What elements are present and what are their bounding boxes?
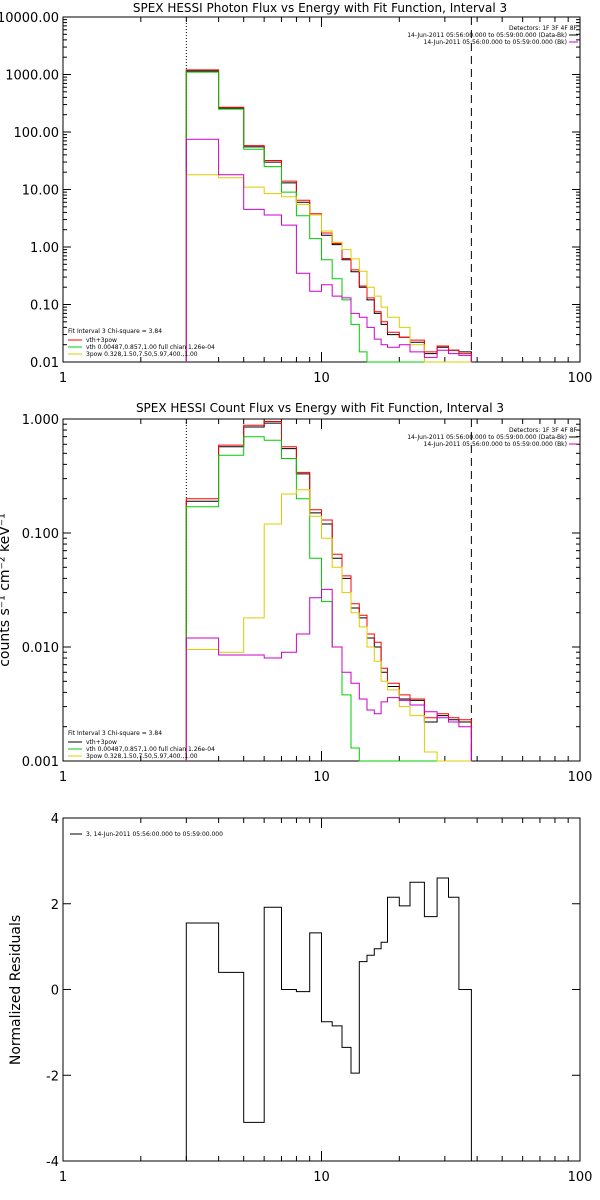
residuals-x-tick-label: 100 — [568, 1170, 593, 1185]
photon-y-tick-label: 1.00 — [30, 241, 59, 256]
photon-x-tick-label: 1 — [59, 371, 67, 386]
count-vth-label: vth 0.00487,0.857,1.00 full chian 1.26e-… — [86, 746, 215, 753]
photon-fit-label: vth+3pow — [86, 337, 117, 344]
photon-y-tick-label: 0.01 — [30, 356, 59, 371]
photon-x-ticks: 1 10 100 — [59, 17, 593, 386]
count-y-tick-label: 0.001 — [22, 755, 59, 770]
photon-detectors-label: Detectors: 1F 3F 4F 8F — [509, 25, 578, 32]
residuals-series — [185, 877, 472, 1161]
count-fit-interval-label: Fit Interval 3 Chi-square = 3.84 — [68, 730, 162, 737]
photon-vth-label: vth 0.00487,0.857,1.00 full chian 1.26e-… — [86, 344, 215, 351]
count-fit-label: vth+3pow — [86, 739, 117, 746]
photon-series — [185, 69, 472, 363]
count-series-2 — [185, 436, 472, 762]
count-y-tick-label: 0.010 — [22, 641, 59, 656]
count-series-4 — [185, 588, 472, 761]
count-chart-title: SPEX HESSI Count Flux vs Energy with Fit… — [136, 401, 504, 415]
count-y-axis-label: counts s⁻¹ cm⁻² keV⁻¹ — [0, 513, 13, 667]
photon-legend-info: Detectors: 1F 3F 4F 8F 14-Jun-2011 05:56… — [407, 25, 578, 46]
count-x-tick-label: 100 — [568, 770, 593, 785]
photon-series-3 — [185, 174, 472, 363]
count-bk-interval-label: 14-Jun-2011 05:56:00.000 to 05:59:00.000… — [424, 441, 567, 448]
residuals-panel: 4 2 0 -2 -4 1 10 100 3, 14-Jun-2011 05:56:00.0… — [8, 812, 592, 1185]
residuals-y-tick-label: 2 — [51, 898, 59, 913]
count-detectors-label: Detectors: 1F 3F 4F 8F — [509, 427, 578, 434]
count-series-0 — [185, 422, 472, 761]
count-series — [185, 421, 472, 762]
photon-series-4 — [185, 138, 472, 362]
photon-fit-interval-label: Fit Interval 3 Chi-square = 3.84 — [68, 328, 162, 335]
photon-chart-title: SPEX HESSI Photon Flux vs Energy with Fi… — [133, 1, 507, 15]
residuals-legend: 3, 14-Jun-2011 05:56:00.000 to 05:59:00.… — [70, 831, 223, 838]
photon-x-tick-label: 10 — [313, 371, 330, 386]
photon-y-tick-label: 10.00 — [22, 184, 59, 199]
photon-data-interval-label: 14-Jun-2011 05:56:00.000 to 05:59:00.000… — [407, 32, 567, 39]
residuals-y-ticks: 4 2 0 -2 -4 — [46, 812, 580, 1170]
count-x-ticks: 1 10 100 — [59, 419, 593, 785]
count-y-tick-label: 0.100 — [22, 527, 59, 542]
residuals-series-0 — [185, 877, 472, 1161]
photon-y-tick-label: 10000.00 — [0, 11, 59, 26]
count-legend-info: Detectors: 1F 3F 4F 8F 14-Jun-2011 05:56… — [407, 427, 578, 448]
photon-y-tick-label: 0.10 — [30, 299, 59, 314]
residuals-y-tick-label: -2 — [46, 1069, 59, 1084]
residuals-y-axis-label: Normalized Residuals — [8, 915, 24, 1065]
count-x-tick-label: 10 — [313, 770, 330, 785]
photon-y-tick-label: 1000.00 — [5, 69, 59, 84]
photon-flux-panel: SPEX HESSI Photon Flux vs Energy with Fi… — [0, 1, 592, 386]
count-markers — [185, 419, 472, 761]
photon-x-tick-label: 100 — [568, 371, 593, 386]
photon-series-2 — [185, 71, 472, 363]
photon-plot-frame — [62, 16, 581, 363]
photon-markers — [185, 17, 472, 362]
count-legend-fit: Fit Interval 3 Chi-square = 3.84 vth+3po… — [68, 730, 215, 760]
photon-legend-fit: Fit Interval 3 Chi-square = 3.84 vth+3po… — [68, 328, 215, 358]
residuals-y-tick-label: -4 — [46, 1155, 59, 1170]
photon-series-0 — [185, 70, 472, 362]
photon-series-1 — [185, 69, 472, 362]
count-flux-panel: SPEX HESSI Count Flux vs Energy with Fit… — [0, 401, 592, 785]
photon-y-ticks: 10000.00 1000.00 100.00 10.00 1.00 0.10 0.01 — [0, 11, 580, 371]
residuals-y-tick-label: 4 — [51, 812, 59, 827]
count-y-ticks: 1.000 0.100 0.010 0.001 — [22, 413, 580, 770]
residuals-x-ticks: 1 10 100 — [59, 818, 593, 1185]
photon-y-tick-label: 100.00 — [14, 126, 60, 141]
count-series-3 — [185, 489, 472, 762]
residuals-legend-label: 3, 14-Jun-2011 05:56:00.000 to 05:59:00.… — [86, 831, 223, 838]
count-x-tick-label: 1 — [59, 770, 67, 785]
count-y-tick-label: 1.000 — [22, 413, 59, 428]
residuals-x-tick-label: 10 — [313, 1170, 330, 1185]
count-data-interval-label: 14-Jun-2011 05:56:00.000 to 05:59:00.000… — [407, 434, 567, 441]
photon-bk-interval-label: 14-Jun-2011 05:56:00.000 to 05:59:00.000… — [424, 39, 567, 46]
photon-3pow-label: 3pow 0.328,1.50,7.50,5.97,400.,1.00 — [86, 351, 198, 358]
count-series-1 — [185, 421, 472, 761]
residuals-x-tick-label: 1 — [59, 1170, 67, 1185]
residuals-y-tick-label: 0 — [51, 984, 59, 999]
count-3pow-label: 3pow 0.328,1.50,7.50,5.97,400.,1.00 — [86, 753, 198, 760]
